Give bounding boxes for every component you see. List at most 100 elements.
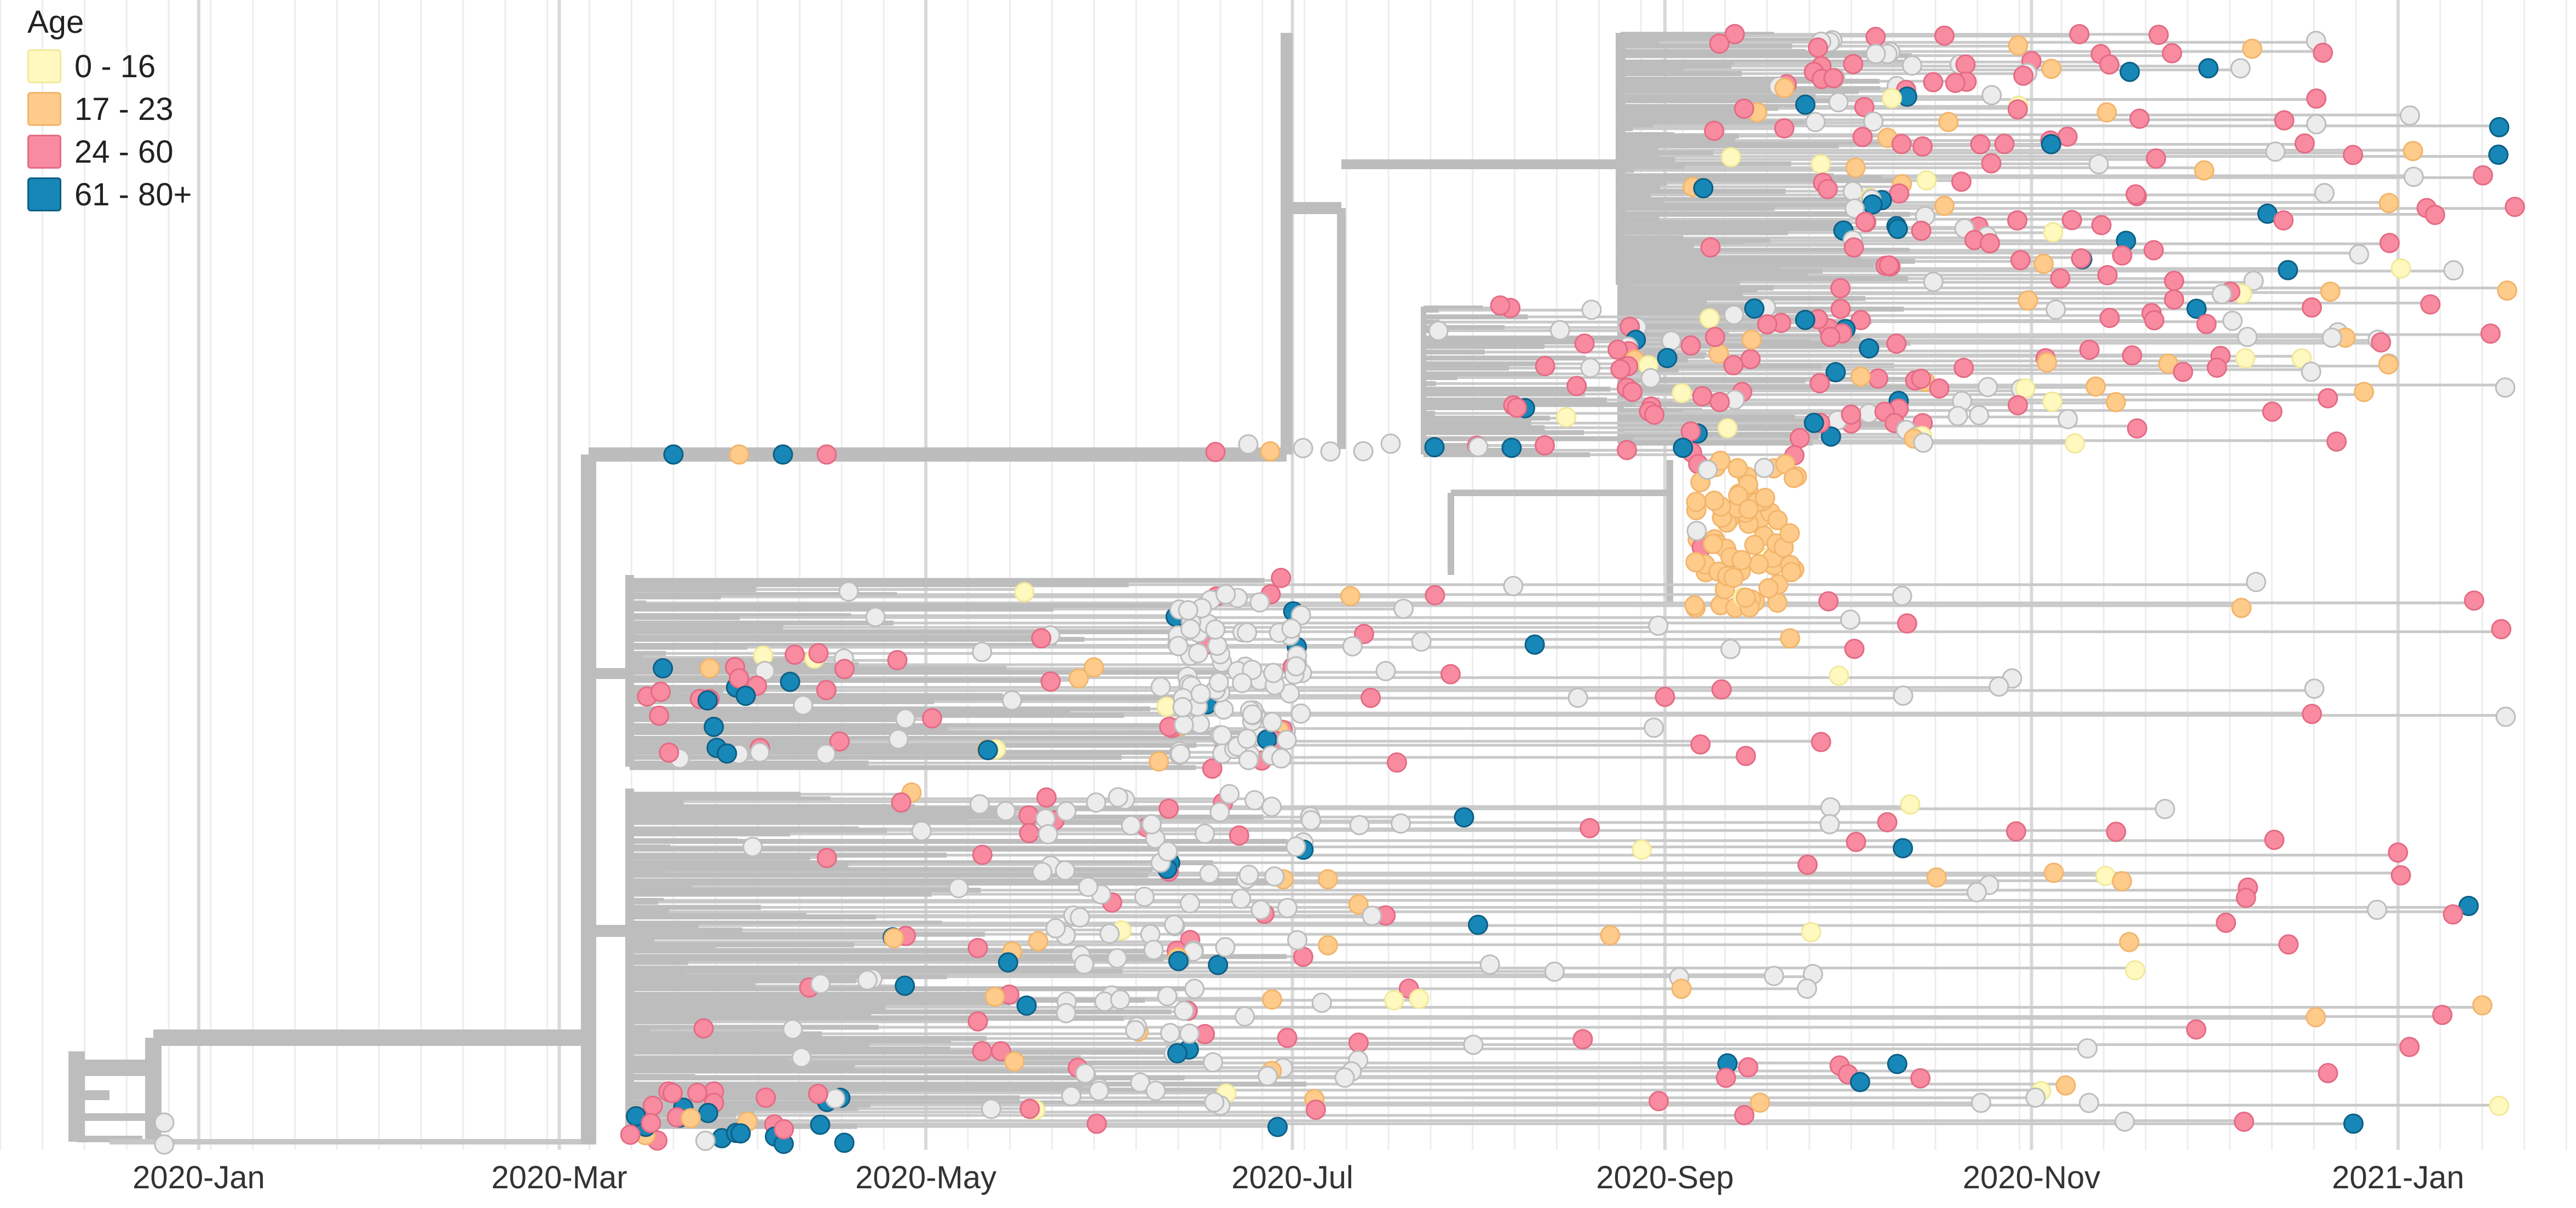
x-tick-label: 2020-Sep (1596, 1160, 1734, 1195)
tip-point (1657, 348, 1678, 369)
tip-point (895, 709, 916, 729)
tip-point (1744, 534, 1765, 555)
tip-point (2489, 1096, 2510, 1117)
tip-point (972, 1040, 993, 1061)
tip-point (834, 659, 855, 680)
tip-point (2045, 299, 2066, 320)
tip-point (1717, 418, 1738, 439)
tip-point (782, 1019, 803, 1040)
tip-point (1705, 326, 1726, 347)
tip-point (2164, 289, 2185, 310)
tip-point (998, 952, 1018, 973)
tip-point (1820, 426, 1841, 447)
tip-point (704, 716, 724, 737)
tip-point (1084, 657, 1104, 678)
tip-point (653, 658, 673, 678)
tip-point (2079, 1092, 2100, 1113)
tip-point (2246, 572, 2267, 593)
tip-point (1863, 111, 1884, 132)
tip-point (2106, 392, 2127, 412)
x-tick-label: 2020-Jan (132, 1160, 265, 1195)
tip-point (808, 643, 829, 664)
tip-point (1061, 1086, 1082, 1107)
tip-point (1075, 1063, 1096, 1084)
tip-point (2304, 678, 2325, 699)
tip-point (1056, 1003, 1076, 1023)
tip-point (1947, 406, 1968, 427)
tip-point (1855, 211, 1876, 232)
tip-point (2069, 24, 2090, 44)
tip-point (2390, 258, 2411, 279)
tip-point (1454, 807, 1474, 828)
tip-point (1851, 310, 1871, 331)
tip-point (2320, 281, 2341, 302)
tip-point (1934, 195, 1955, 216)
tip-point (2306, 114, 2327, 135)
tip-point (1711, 679, 1732, 700)
tip-point (838, 581, 859, 602)
tip-point (774, 1119, 794, 1140)
tip-point (1852, 126, 1873, 147)
tip-point (1844, 198, 1865, 219)
tip-point (1032, 862, 1053, 883)
tip-point (1215, 584, 1236, 605)
tip-point (1893, 838, 1914, 859)
tip-point (2306, 88, 2327, 109)
tip-point (1671, 979, 1692, 999)
tip-point (1287, 930, 1307, 951)
tip-point (2194, 160, 2215, 181)
tip-point (1168, 951, 1189, 971)
tip-point (2144, 310, 2165, 331)
tip-point (1178, 600, 1198, 621)
tip-point (1036, 787, 1057, 808)
tip-point (2235, 348, 2256, 369)
tip-point (1781, 562, 1802, 583)
tip-point (1229, 825, 1249, 846)
x-tick-label: 2020-Nov (1963, 1160, 2100, 1195)
tip-point (891, 792, 912, 813)
legend-title: Age (27, 4, 84, 40)
tip-point (865, 607, 886, 628)
tip-point (883, 928, 904, 948)
tip-point (1916, 170, 1937, 191)
tip-point (793, 695, 814, 716)
tip-point (2318, 388, 2338, 409)
tip-point (650, 681, 671, 702)
tip-point (1130, 1072, 1151, 1093)
tip-point (2273, 210, 2294, 231)
tip-point (1074, 954, 1094, 975)
tip-point (1424, 437, 1445, 458)
tip-point (1353, 624, 1374, 645)
tip-point (1823, 68, 1844, 89)
tip-point (1250, 900, 1271, 921)
tip-point (1901, 55, 1922, 76)
tip-point (2265, 141, 2286, 162)
tip-point (1409, 988, 1430, 1009)
tip-point (1724, 24, 1745, 44)
tip-point (1019, 1098, 1040, 1119)
tip-point (816, 444, 837, 465)
tip-point (948, 878, 969, 899)
tip-point (1167, 1043, 1188, 1063)
tip-point (1262, 712, 1283, 733)
tip-point (1208, 954, 1229, 975)
tip-point (2262, 401, 2283, 422)
tip-point (2378, 354, 2399, 375)
tip-point (1840, 609, 1860, 630)
tip-point (2231, 597, 2252, 618)
tip-point (2443, 260, 2464, 281)
tip-point (2018, 290, 2038, 311)
tip-point (2343, 1113, 2364, 1134)
tip-point (995, 801, 1016, 821)
tip-point (1040, 671, 1061, 692)
tip-point (1709, 33, 1730, 54)
tip-point (1734, 1105, 1755, 1125)
tip-point (1845, 157, 1866, 178)
tip-point (1825, 362, 1846, 383)
tip-point (1276, 729, 1297, 750)
tip-point (1108, 787, 1128, 808)
tip-point (1145, 1080, 1166, 1101)
tip-point (2472, 995, 2493, 1016)
tip-point (2143, 240, 2164, 261)
tip-point (2071, 248, 2091, 269)
